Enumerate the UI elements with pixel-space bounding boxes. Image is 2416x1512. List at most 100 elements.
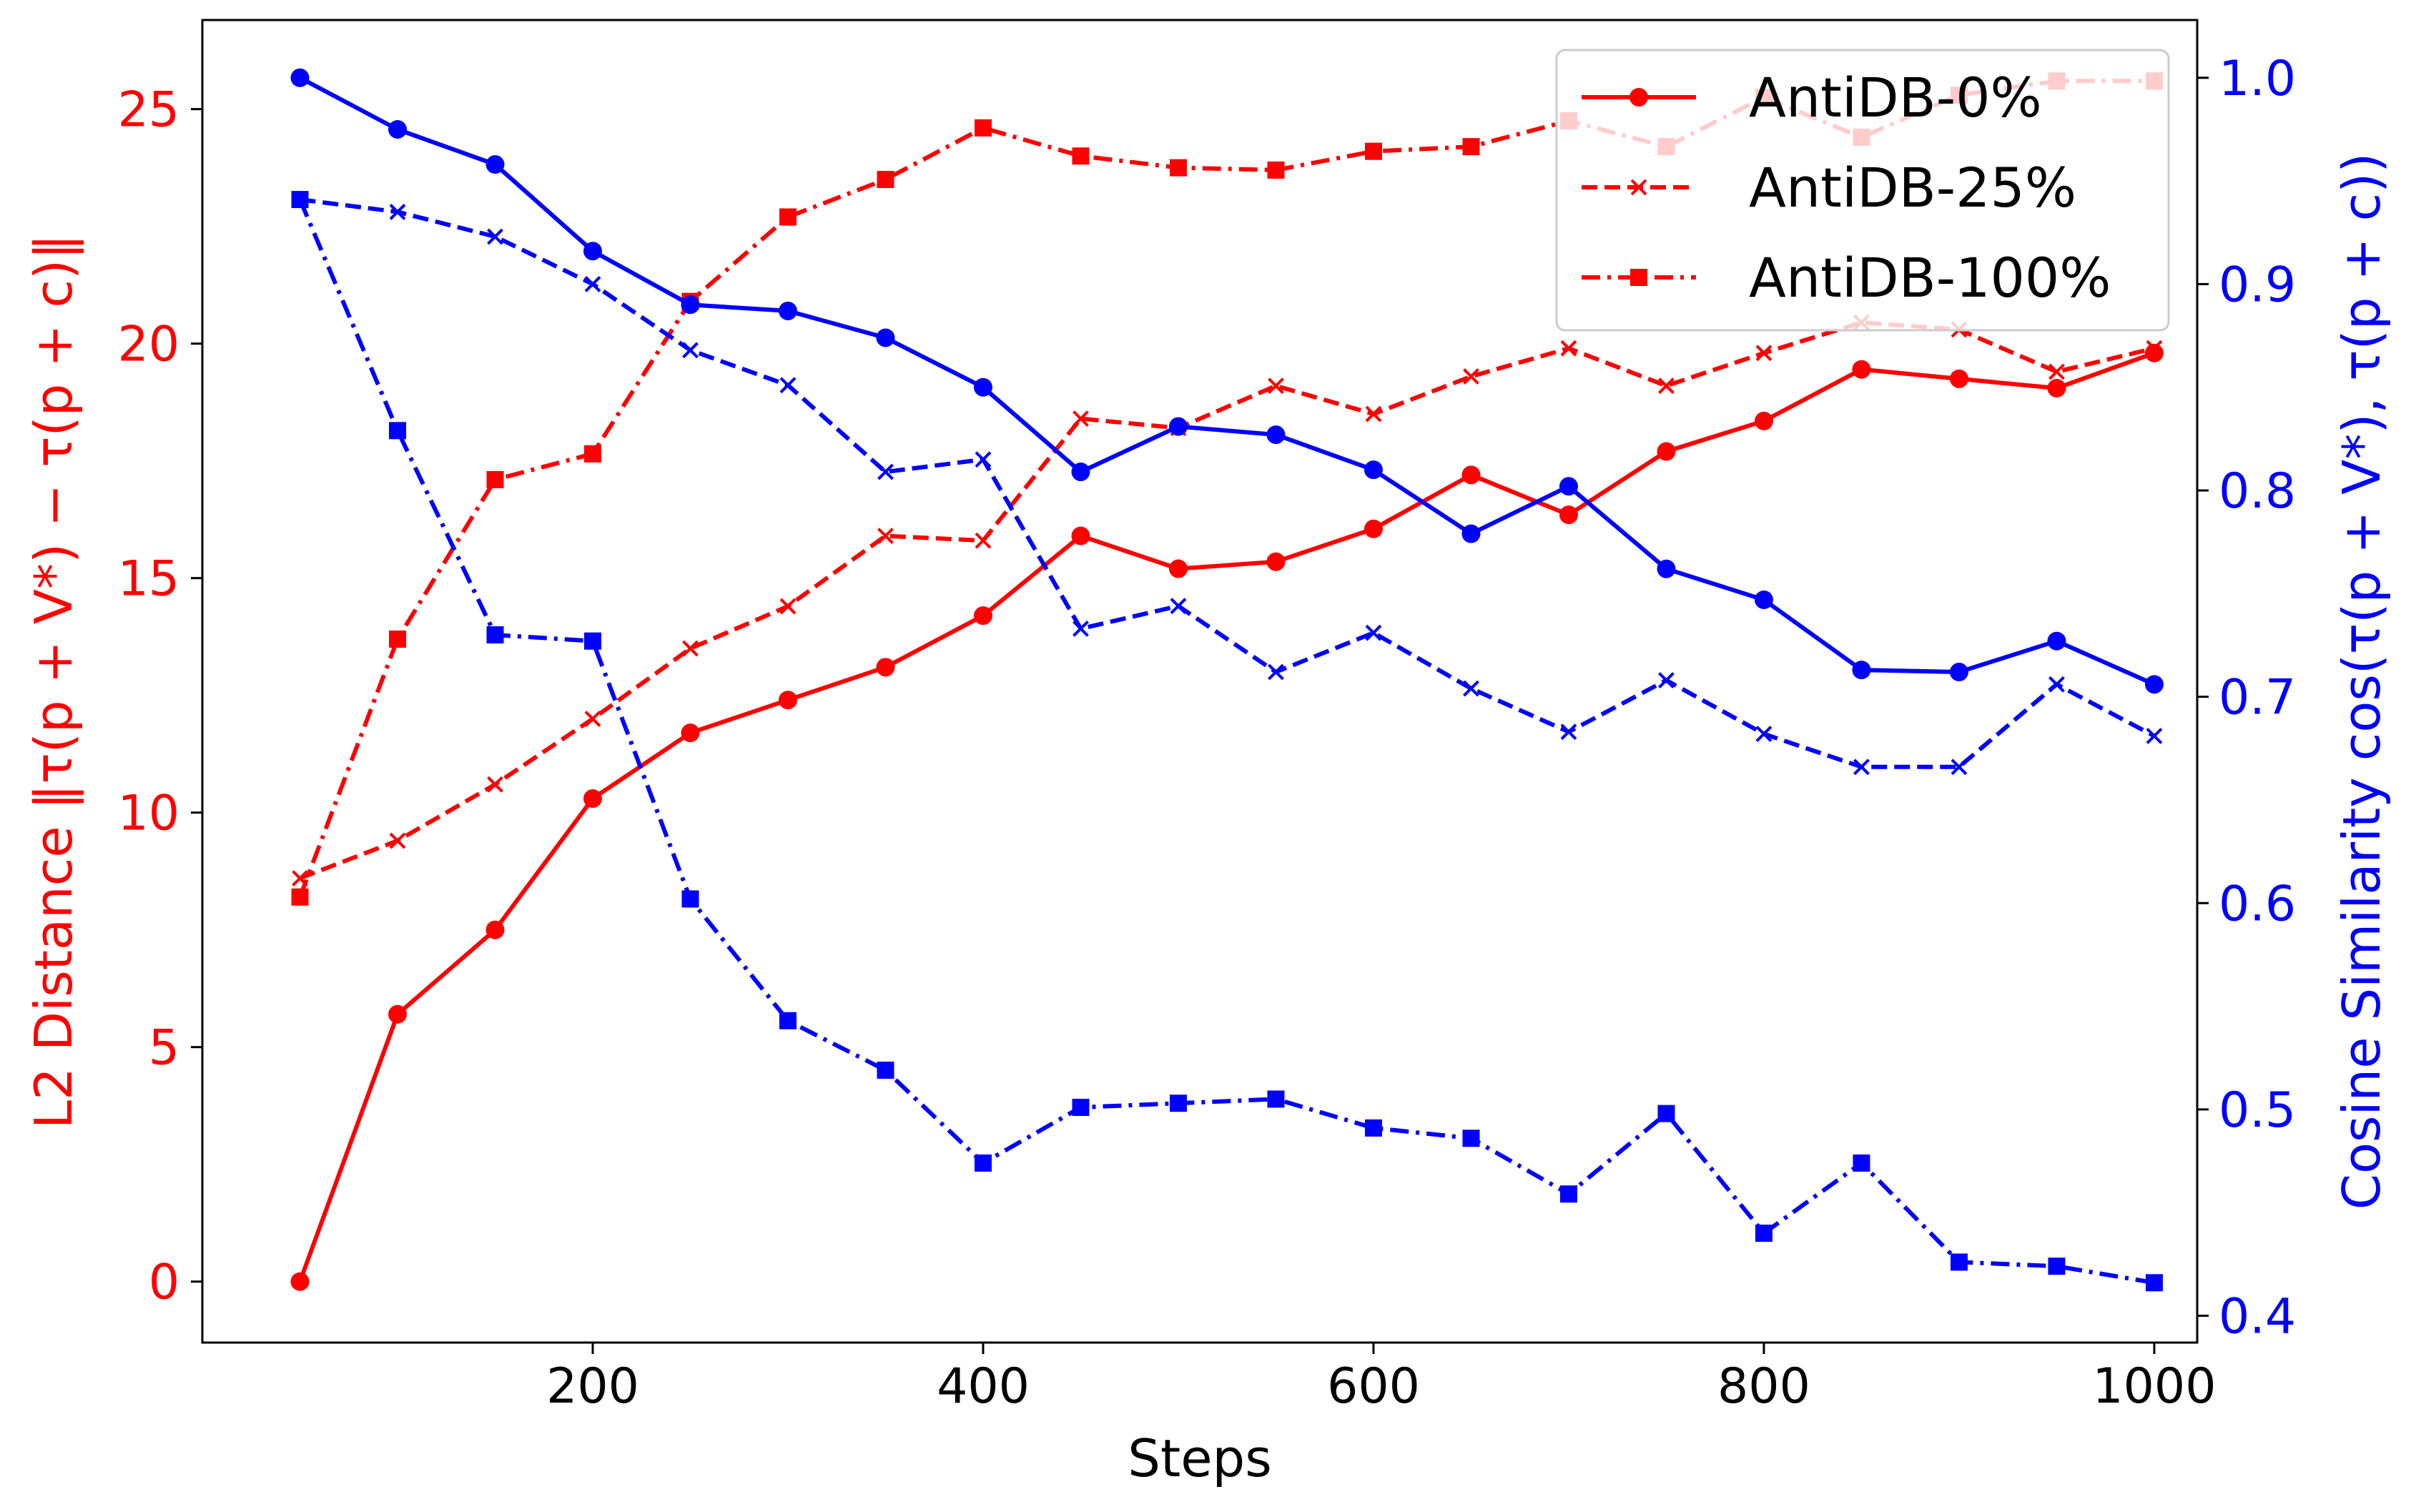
series-4-point-9 [1170, 598, 1187, 615]
series-2-point-6 [877, 171, 894, 189]
series-5-point-11 [1364, 1119, 1382, 1137]
series-0-line [297, 350, 2155, 1283]
series-1-point-11 [1365, 405, 1382, 423]
y-right-tick-label-1: 0.5 [2219, 1082, 2296, 1139]
series-5-point-8 [1072, 1098, 1090, 1116]
series-5-point-10 [1267, 1090, 1285, 1108]
y-right-tick-label-4: 0.8 [2219, 463, 2296, 520]
x-tick-label-0: 200 [546, 1358, 639, 1415]
series-2-point-1 [388, 630, 406, 648]
series-2-point-10 [1267, 161, 1285, 179]
series-5-point-3 [583, 632, 601, 650]
series-0-point-19 [2144, 343, 2164, 362]
series-4-point-16 [1853, 759, 1870, 776]
series-1-point-3 [584, 711, 601, 727]
series-3-point-17 [1949, 663, 1968, 682]
plot-frame [201, 19, 2199, 1344]
series-2-point-8 [1072, 147, 1090, 165]
series-0-point-14 [1657, 442, 1676, 461]
legend-label-1: AntiDB-25% [1749, 156, 2076, 219]
series-4-point-13 [1560, 723, 1577, 741]
ticks-group: 200 400 600 800 1000 0 5 10 15 20 25 0.4 0.5 0.6 0.7 0.… [117, 51, 2296, 1415]
legend-entry-1: AntiDB-25% [1582, 156, 2076, 219]
series-3-point-1 [388, 119, 407, 139]
series-2-point-12 [1462, 138, 1480, 156]
y-left-tick-label-3: 15 [117, 551, 179, 608]
x-tick-label-1: 400 [937, 1358, 1030, 1415]
y-axis-left-label: L2 Distance ‖τ(p + V*) − τ(p + c)‖ [24, 234, 84, 1129]
legend-entry-0: AntiDB-0% [1582, 66, 2042, 129]
x-tick-label-3: 800 [1717, 1358, 1810, 1415]
series-3-point-19 [2144, 675, 2164, 694]
legend-marker-0 [1629, 88, 1648, 107]
series-5-point-9 [1169, 1095, 1187, 1112]
series-3-line [299, 76, 2156, 687]
series-1-point-19 [2146, 340, 2163, 357]
series-4-point-5 [779, 377, 797, 394]
legend-label-0: AntiDB-0% [1749, 66, 2042, 129]
series-3-point-11 [1364, 460, 1383, 480]
series-0-point-16 [1852, 360, 1871, 379]
series-4 [292, 191, 2163, 776]
series-0-point-1 [388, 1004, 407, 1024]
series-3-point-8 [1071, 463, 1090, 482]
series-0-point-5 [778, 691, 797, 710]
series-2-point-3 [583, 445, 601, 463]
series-3-point-2 [485, 155, 505, 174]
legend-entry-2: AntiDB-100% [1582, 246, 2111, 310]
series-4-point-4 [682, 342, 699, 359]
series-1-point-15 [1755, 345, 1772, 362]
legend: AntiDB-0% AntiDB-25% AntiDB-100% [1555, 49, 2170, 332]
series-0-point-3 [583, 789, 602, 809]
series-1-point-14 [1658, 377, 1675, 395]
series-1-point-18 [2048, 363, 2065, 380]
series-5-point-1 [388, 422, 406, 440]
series-1-point-6 [877, 528, 894, 545]
series-3-point-0 [290, 68, 310, 87]
series-5-point-4 [681, 890, 699, 908]
series-0-point-8 [1071, 526, 1090, 545]
series-5-point-0 [291, 191, 309, 209]
y-right-tick-label-5: 0.9 [2219, 257, 2296, 313]
series-3-point-4 [681, 295, 700, 315]
series-3-point-5 [778, 301, 797, 320]
series-0-point-11 [1364, 519, 1383, 538]
series-0-point-7 [973, 606, 992, 626]
y-right-tick-label-2: 0.6 [2219, 876, 2296, 932]
y-right-tick-label-6: 1.0 [2219, 51, 2296, 107]
series-1-point-5 [779, 598, 797, 615]
series-5-point-18 [2048, 1257, 2066, 1275]
series-5-line [297, 198, 2155, 1285]
y-left-tick-label-4: 20 [117, 317, 179, 373]
series-0-point-6 [876, 658, 895, 677]
series-4-point-1 [389, 203, 406, 220]
series-3-point-18 [2047, 631, 2066, 651]
series-3-point-13 [1559, 477, 1578, 496]
y-axis-right-label: Cosine Similarity cos(τ(p + V*), τ(p + c… [2332, 153, 2392, 1210]
series-3-point-10 [1266, 425, 1286, 445]
series-3-point-7 [973, 377, 992, 397]
series-1-point-7 [975, 532, 992, 549]
x-tick-label-4: 1000 [2092, 1358, 2216, 1415]
series-5-point-15 [1755, 1225, 1772, 1242]
series-5-point-14 [1657, 1105, 1675, 1122]
series-4-point-3 [584, 276, 601, 292]
y-right-tick-label-0: 0.4 [2219, 1288, 2296, 1345]
series-1-point-1 [389, 832, 406, 849]
series-1-line [299, 320, 2155, 881]
series-0-point-0 [290, 1272, 310, 1291]
series-3 [290, 68, 2164, 694]
series-1-point-10 [1268, 377, 1284, 395]
series-3-point-12 [1461, 524, 1481, 543]
series-4-point-12 [1463, 680, 1479, 697]
series-1-point-13 [1560, 340, 1577, 357]
series-4-point-8 [1073, 620, 1089, 637]
series-5-point-19 [2145, 1274, 2163, 1292]
series-5-point-12 [1462, 1130, 1480, 1147]
legend-marker-1 [1630, 179, 1647, 196]
series-3-point-6 [876, 328, 895, 347]
series-0 [290, 343, 2164, 1291]
series-4-line [300, 197, 2156, 769]
x-axis-label: Steps [1128, 1428, 1271, 1488]
series-5-point-17 [1950, 1253, 1968, 1271]
